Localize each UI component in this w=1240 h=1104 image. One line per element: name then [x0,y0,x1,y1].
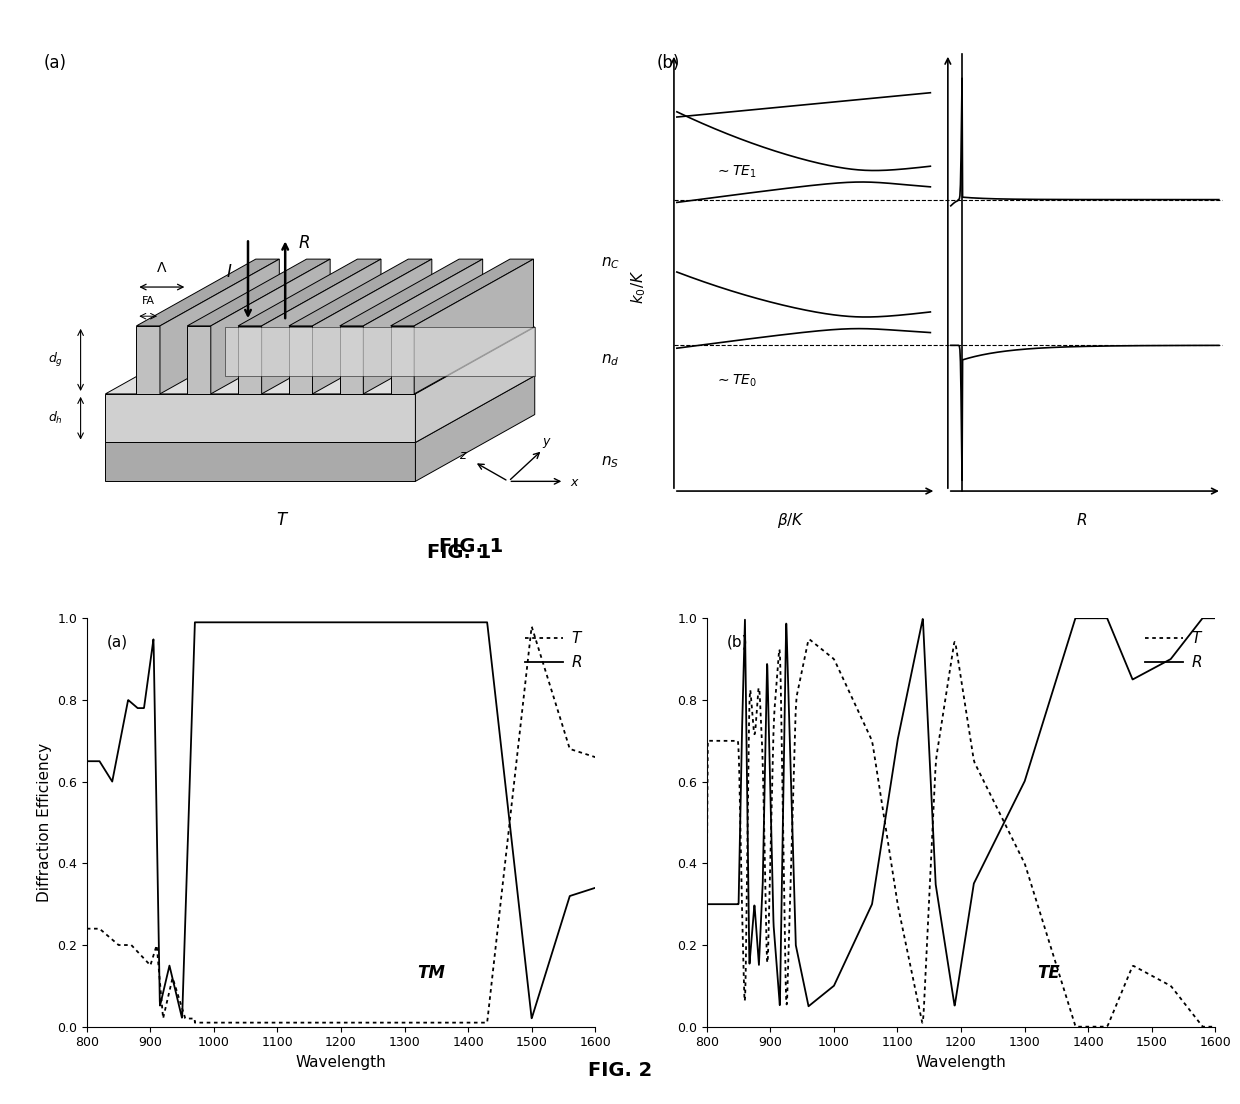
Y-axis label: Diffraction Efficiency: Diffraction Efficiency [36,743,52,902]
Polygon shape [187,326,211,394]
Polygon shape [391,259,533,326]
X-axis label: Wavelength: Wavelength [295,1055,387,1070]
Polygon shape [224,327,534,375]
Text: $y$: $y$ [543,436,552,450]
Text: TE: TE [1037,964,1060,981]
Polygon shape [363,259,482,394]
Polygon shape [187,259,330,326]
Polygon shape [105,394,415,443]
Polygon shape [160,259,279,394]
Text: $k_0/K$: $k_0/K$ [630,269,649,305]
Polygon shape [415,327,534,443]
Text: $\sim TE_0$: $\sim TE_0$ [714,372,756,389]
Polygon shape [391,326,414,394]
Polygon shape [289,259,432,326]
Polygon shape [415,375,534,481]
Polygon shape [340,326,363,394]
Text: (b): (b) [656,54,680,73]
Polygon shape [211,259,330,394]
Polygon shape [136,259,279,326]
Text: FIG. 1: FIG. 1 [439,537,503,556]
Text: TM: TM [417,964,445,981]
Polygon shape [262,259,381,394]
Polygon shape [414,259,533,394]
Text: FA: FA [141,296,155,306]
Text: $R$: $R$ [298,234,310,252]
Legend: $T$, $R$: $T$, $R$ [521,626,588,675]
Polygon shape [340,259,482,326]
Polygon shape [238,259,381,326]
Text: FIG. 1: FIG. 1 [427,542,491,562]
Text: $x$: $x$ [570,476,580,489]
Text: $\beta/K$: $\beta/K$ [776,511,805,530]
Text: $n_d$: $n_d$ [601,352,620,368]
Polygon shape [238,326,262,394]
Text: $z$: $z$ [459,449,467,463]
Text: $\sim TE_1$: $\sim TE_1$ [714,163,756,180]
Text: (a): (a) [43,54,67,73]
Polygon shape [105,375,534,443]
Text: $R$: $R$ [1076,512,1087,528]
Polygon shape [136,326,160,394]
Text: $d_h$: $d_h$ [48,411,63,426]
Text: (b): (b) [727,635,749,650]
Legend: $T$, $R$: $T$, $R$ [1141,626,1208,675]
Text: (a): (a) [107,635,128,650]
X-axis label: Wavelength: Wavelength [915,1055,1007,1070]
Text: $T$: $T$ [275,511,289,529]
Polygon shape [312,259,432,394]
Text: $I$: $I$ [226,264,233,282]
Text: $n_S$: $n_S$ [601,454,620,470]
Polygon shape [289,326,312,394]
Text: FIG. 2: FIG. 2 [588,1061,652,1081]
Polygon shape [105,443,415,481]
Text: $d_g$: $d_g$ [48,351,63,369]
Text: $\Lambda$: $\Lambda$ [156,262,167,276]
Polygon shape [105,327,534,394]
Text: $n_C$: $n_C$ [601,255,620,270]
